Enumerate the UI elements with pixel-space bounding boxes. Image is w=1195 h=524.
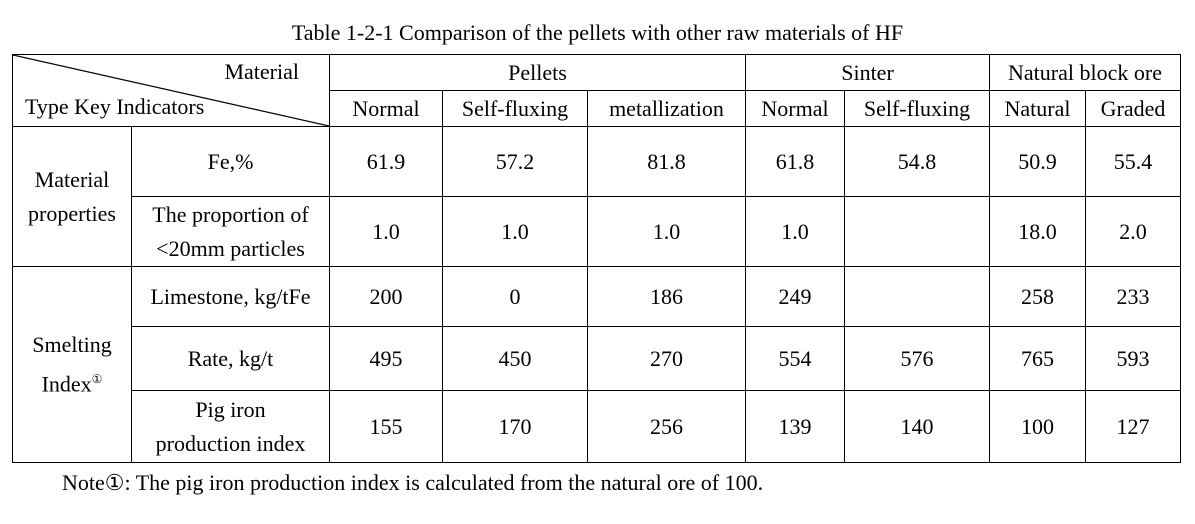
- row-label: Limestone, kg/tFe: [131, 266, 330, 327]
- table-cell: 186: [587, 266, 746, 327]
- table-cell: 554: [745, 326, 845, 391]
- table-row: The proportion of <20mm particles 1.0 1.…: [13, 196, 1181, 267]
- table-cell: 139: [745, 390, 845, 463]
- row-label: The proportion of <20mm particles: [131, 196, 330, 267]
- table-cell: 140: [844, 390, 990, 463]
- table-cell: 81.8: [587, 126, 746, 197]
- table-cell: 50.9: [989, 126, 1086, 197]
- table-cell: 1.0: [442, 196, 588, 267]
- row-label-line: The proportion of: [152, 201, 309, 227]
- table-cell: [844, 196, 990, 267]
- subheader-cell: Natural: [989, 90, 1086, 127]
- row-label: Fe,%: [131, 126, 330, 197]
- footnote: Note①: The pig iron production index is …: [62, 470, 764, 495]
- table-row: Material properties Fe,% 61.9 57.2 81.8 …: [12, 126, 1181, 267]
- table-cell: 18.0: [989, 196, 1086, 267]
- table-cell: 1.0: [329, 196, 443, 267]
- table-cell: 57.2: [442, 126, 588, 197]
- table-cell: 495: [329, 326, 443, 391]
- table-cell: 100: [989, 390, 1086, 463]
- table-cell: 593: [1085, 326, 1181, 391]
- table-cell: 54.8: [844, 126, 990, 197]
- table-cell: 270: [587, 326, 746, 391]
- table-cell: 61.9: [329, 126, 443, 197]
- subheader-cell: Self-fluxing: [442, 90, 588, 127]
- table-cell: 765: [989, 326, 1086, 391]
- group-natural-block-ore: Natural block ore: [989, 54, 1181, 91]
- table-cell: 233: [1085, 266, 1181, 327]
- subheader-cell: Normal: [745, 90, 845, 127]
- row-label: Rate, kg/t: [131, 326, 330, 391]
- table-cell: 170: [442, 390, 588, 463]
- diagonal-line: [13, 55, 329, 126]
- table-cell: 0: [442, 266, 588, 327]
- table-cell: 200: [329, 266, 443, 327]
- material-header-label: Material: [224, 59, 299, 84]
- table-cell: 249: [745, 266, 845, 327]
- table-title: Table 1-2-1 Comparison of the pellets wi…: [291, 20, 904, 45]
- group-pellets: Pellets: [329, 54, 746, 91]
- table-cell: 1.0: [745, 196, 845, 267]
- table-row: Rate, kg/t 495 450 270 554 576 765 593: [13, 326, 1181, 391]
- table-cell: 155: [329, 390, 443, 463]
- header-row-subtypes: Normal Self-fluxing metallization Normal…: [13, 90, 1181, 127]
- subheader-cell: Self-fluxing: [844, 90, 990, 127]
- section-smelting-index-label: Smelting Index: [32, 331, 112, 397]
- subheader-cell: Normal: [329, 90, 443, 127]
- table-cell: 55.4: [1085, 126, 1181, 197]
- table-cell: 256: [587, 390, 746, 463]
- table-row: Pig iron production index 155 170 256 13…: [13, 390, 1181, 463]
- section-material-properties: Material properties: [12, 126, 132, 267]
- header-row-groups: Material Type Key Indicators Pellets Sin…: [12, 54, 1181, 127]
- section-smelting-index: Smelting Index①: [12, 266, 132, 463]
- table-cell: 258: [989, 266, 1086, 327]
- table-cell: 127: [1085, 390, 1181, 463]
- table-cell: 450: [442, 326, 588, 391]
- table-cell: 61.8: [745, 126, 845, 197]
- row-label-line: <20mm particles: [156, 235, 305, 261]
- subheader-cell: metallization: [587, 90, 746, 127]
- diagonal-header-cell: Material Type Key Indicators: [12, 54, 330, 127]
- subheader-cell: Graded: [1085, 90, 1181, 127]
- table-cell: [844, 266, 990, 327]
- footnote-mark: ①: [91, 371, 103, 386]
- table-cell: 1.0: [587, 196, 746, 267]
- table-row: Smelting Index① Limestone, kg/tFe 200 0 …: [12, 266, 1181, 463]
- table-cell: 576: [844, 326, 990, 391]
- row-label-line: Pig iron: [195, 396, 266, 422]
- type-key-indicators-label: Type Key Indicators: [25, 94, 205, 119]
- comparison-table: Material Type Key Indicators Pellets Sin…: [12, 54, 1181, 463]
- row-label: Pig iron production index: [131, 390, 330, 463]
- table-cell: 2.0: [1085, 196, 1181, 267]
- group-sinter: Sinter: [745, 54, 990, 91]
- row-label-line: production index: [155, 430, 306, 456]
